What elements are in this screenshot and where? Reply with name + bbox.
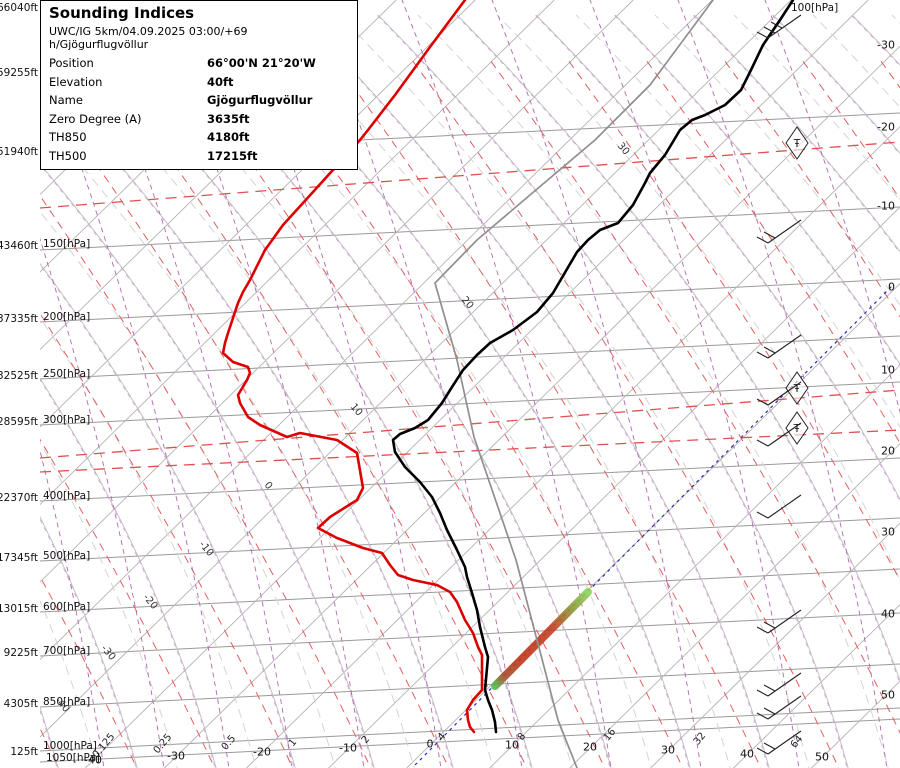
altitude-tick-label: 13015ft — [0, 603, 38, 615]
top-right-pressure-label: 100[hPa] — [791, 2, 839, 14]
indices-row: Position 66°00'N 21°20'W — [49, 54, 349, 73]
pressure-tick-label: 850[hPa] — [43, 696, 91, 708]
index-label: TH500 — [49, 148, 87, 163]
indices-row: Name Gjögurflugvöllur — [49, 91, 349, 110]
altitude-tick-label: 125ft — [10, 746, 38, 758]
altitude-tick-label: 37335ft — [0, 313, 38, 325]
bottom-temp-tick-label: -30 — [167, 749, 185, 763]
right-temp-tick-label: 30 — [881, 525, 895, 539]
altitude-tick-label: 9225ft — [3, 647, 38, 659]
indices-row: TH850 4180ft — [49, 128, 349, 147]
svg-text:Ŧ: Ŧ — [793, 422, 801, 435]
pressure-tick-label: 300[hPa] — [43, 414, 91, 426]
panel-title: Sounding Indices — [49, 4, 195, 22]
index-value: 66°00'N 21°20'W — [207, 56, 316, 70]
altitude-tick-label: 51940ft — [0, 146, 38, 158]
sounding-indices-panel: Sounding Indices UWC/IG 5km/04.09.2025 0… — [40, 0, 358, 170]
index-label: TH850 — [49, 130, 87, 144]
bottom-temp-tick-label: 50 — [815, 750, 829, 764]
right-temp-tick-label: 50 — [881, 688, 895, 702]
altitude-tick-label: 66040ft — [0, 2, 38, 14]
right-temp-tick-label: -10 — [877, 199, 895, 213]
altitude-tick-label: 4305ft — [3, 698, 38, 710]
indices-row: Elevation 40ft — [49, 73, 349, 92]
altitude-tick-label: 43460ft — [0, 240, 38, 252]
bottom-temp-tick-label: -10 — [339, 741, 357, 755]
bottom-temp-tick-label: 20 — [583, 740, 597, 754]
index-label: Zero Degree (A) — [49, 111, 142, 126]
bottom-temp-tick-label: 0 — [426, 737, 434, 751]
indices-row: Zero Degree (A) 3635ft — [49, 110, 349, 129]
pressure-tick-label: 400[hPa] — [43, 490, 91, 502]
bottom-temp-tick-label: -20 — [253, 745, 271, 759]
pressure-tick-label: 700[hPa] — [43, 645, 91, 657]
right-temp-tick-label: 40 — [881, 607, 895, 621]
right-temp-tick-label: 10 — [881, 363, 895, 377]
index-value: 40ft — [207, 74, 234, 89]
svg-text:Ŧ: Ŧ — [793, 137, 801, 150]
panel-subtitle: UWC/IG 5km/04.09.2025 03:00/+69 h/Gjögur… — [49, 25, 248, 51]
index-label: Position — [49, 56, 94, 70]
index-label: Name — [49, 93, 83, 107]
altitude-tick-label: 28595ft — [0, 416, 38, 428]
index-label: Elevation — [49, 74, 103, 89]
altitude-tick-label: 22370ft — [0, 492, 38, 504]
pressure-tick-label: 150[hPa] — [43, 238, 91, 250]
bottom-temp-tick-label: 40 — [740, 747, 754, 761]
altitude-tick-label: 59255ft — [0, 67, 38, 79]
pressure-tick-label: 200[hPa] — [43, 311, 91, 323]
index-value: 17215ft — [207, 148, 258, 163]
right-temp-tick-label: 0 — [888, 280, 895, 294]
index-value: 4180ft — [207, 130, 250, 144]
bottom-temp-tick-label: 30 — [661, 743, 675, 757]
svg-text:Ŧ: Ŧ — [793, 382, 801, 395]
right-temp-tick-label: -20 — [877, 120, 895, 134]
right-temp-tick-label: 20 — [881, 444, 895, 458]
pressure-tick-label: 600[hPa] — [43, 601, 91, 613]
right-temp-tick-label: -30 — [877, 38, 895, 52]
indices-row: TH500 17215ft — [49, 147, 349, 166]
altitude-tick-label: 17345ft — [0, 552, 38, 564]
index-value: 3635ft — [207, 111, 250, 126]
pressure-tick-label: 1000[hPa] — [43, 740, 97, 752]
pressure-tick-label: 1050[hPa] — [46, 752, 100, 764]
bottom-temp-tick-label: 10 — [505, 738, 519, 752]
bottom-temp-tick-label: -40 — [84, 753, 102, 767]
index-value: Gjögurflugvöllur — [207, 93, 313, 107]
pressure-tick-label: 500[hPa] — [43, 550, 91, 562]
pressure-tick-label: 250[hPa] — [43, 368, 91, 380]
altitude-tick-label: 32525ft — [0, 370, 38, 382]
